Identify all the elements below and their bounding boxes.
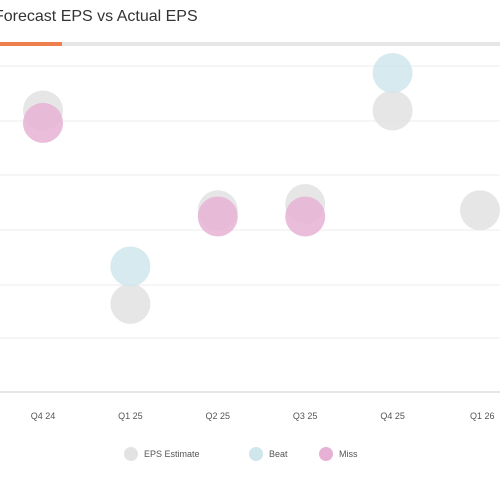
data-point-miss[interactable]	[23, 102, 63, 143]
legend-swatch	[249, 447, 263, 461]
data-point-eps-estimate[interactable]	[372, 90, 413, 131]
data-points	[23, 53, 500, 324]
legend-item-beat[interactable]: Beat	[249, 444, 288, 464]
legend-item-eps-estimate[interactable]: EPS Estimate	[124, 444, 200, 464]
x-tick-label: Q3 25	[293, 411, 318, 421]
title-underline	[0, 42, 500, 46]
data-point-beat[interactable]	[110, 246, 151, 287]
legend-label: Beat	[269, 449, 288, 459]
legend-item-miss[interactable]: Miss	[319, 444, 358, 464]
data-point-eps-estimate[interactable]	[460, 190, 500, 231]
x-tick-label: Q2 25	[206, 411, 231, 421]
legend-label: Miss	[339, 449, 358, 459]
legend-swatch	[124, 447, 138, 461]
x-tick-label: Q4 24	[31, 411, 56, 421]
x-tick-labels: Q4 24 Q1 25 Q2 25 Q3 25 Q4 25 Q1 26	[31, 411, 495, 421]
x-tick-label: Q4 25	[380, 411, 405, 421]
chart-legend: EPS Estimate Beat Miss	[0, 444, 500, 464]
gridlines	[0, 65, 500, 339]
x-tick-label: Q1 25	[118, 411, 143, 421]
legend-swatch	[319, 447, 333, 461]
x-tick-label: Q1 26	[470, 411, 495, 421]
data-point-beat[interactable]	[372, 53, 413, 93]
data-point-eps-estimate[interactable]	[110, 283, 151, 324]
data-point-miss[interactable]	[197, 196, 238, 237]
chart-title: Forecast EPS vs Actual EPS	[0, 8, 198, 25]
data-point-miss[interactable]	[285, 196, 326, 237]
legend-label: EPS Estimate	[144, 449, 200, 459]
title-underline-accent	[0, 42, 62, 46]
